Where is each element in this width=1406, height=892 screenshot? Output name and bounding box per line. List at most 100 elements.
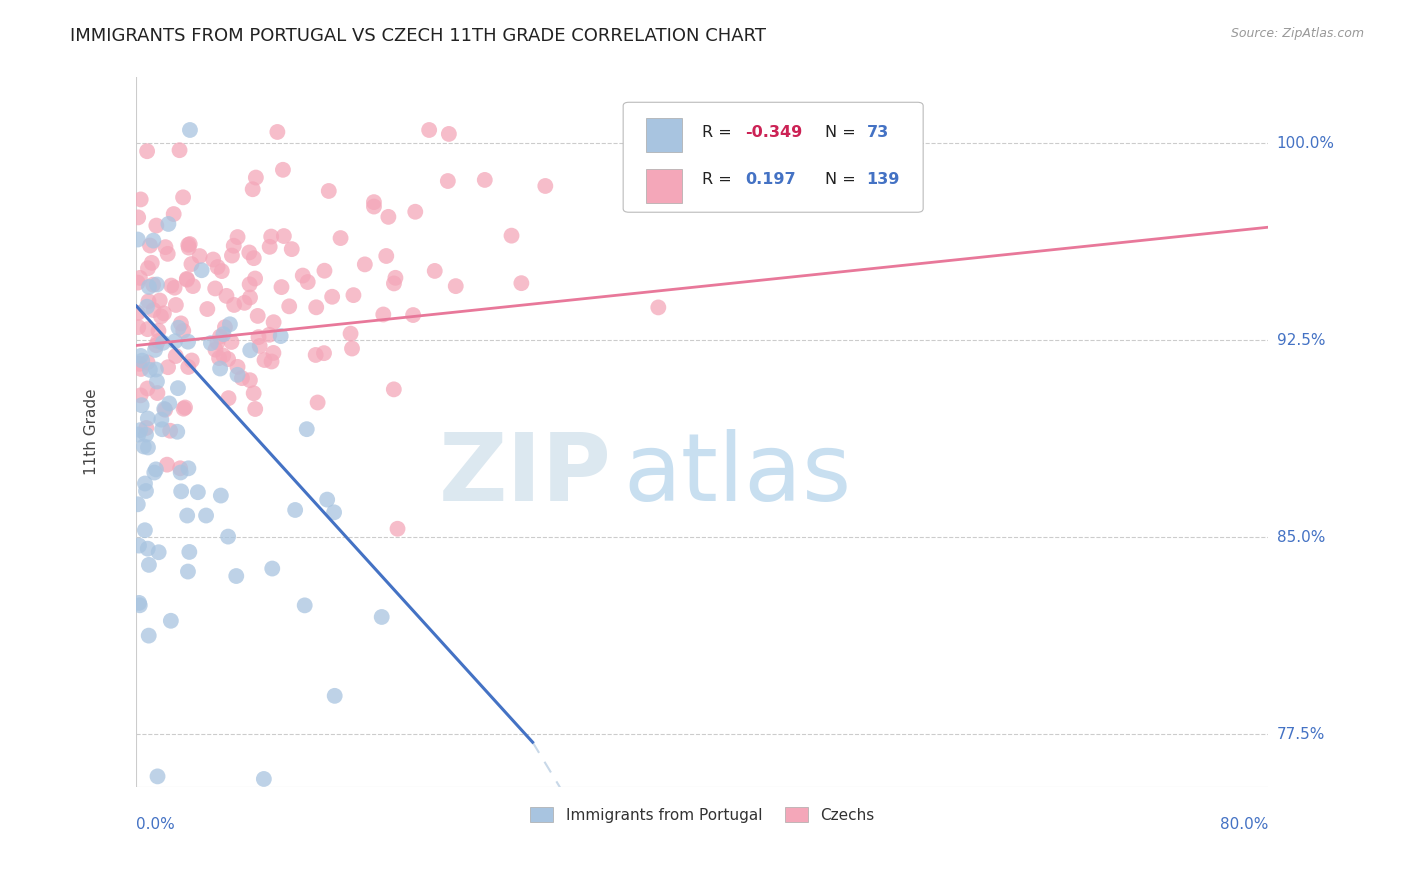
Point [226, 230, 249, 244]
Text: 77.5%: 77.5% [1277, 727, 1324, 742]
Point [226, 368, 249, 382]
Point [131, 353, 153, 368]
Point [179, 123, 201, 137]
Point [170, 317, 193, 331]
Point [177, 359, 200, 374]
Text: ZIP: ZIP [439, 429, 612, 521]
Text: 73: 73 [866, 125, 889, 140]
Point [134, 523, 156, 537]
Point [145, 462, 167, 476]
Point [152, 335, 174, 350]
Point [136, 541, 159, 556]
Point [239, 291, 262, 305]
Point [233, 295, 256, 310]
Point [148, 545, 170, 559]
Point [647, 301, 669, 315]
Point [136, 381, 159, 395]
Point [165, 298, 187, 312]
Point [160, 278, 183, 293]
Point [129, 362, 152, 376]
Point [211, 264, 233, 278]
Point [215, 289, 238, 303]
Point [217, 352, 239, 367]
Text: 0.0%: 0.0% [136, 817, 176, 832]
Point [221, 249, 243, 263]
Point [128, 357, 150, 371]
Point [217, 530, 239, 544]
Point [139, 238, 162, 252]
Point [145, 338, 167, 352]
Point [177, 565, 200, 579]
Point [176, 273, 198, 287]
Point [329, 231, 352, 245]
Text: 80.0%: 80.0% [1220, 817, 1268, 832]
Point [179, 545, 201, 559]
Text: R =: R = [703, 172, 737, 187]
Point [155, 240, 177, 254]
Point [239, 373, 262, 387]
Point [363, 195, 385, 210]
Point [284, 503, 307, 517]
Point [146, 334, 169, 348]
Point [208, 351, 231, 365]
Point [239, 277, 262, 292]
Point [148, 324, 170, 338]
Legend: Immigrants from Portugal, Czechs: Immigrants from Portugal, Czechs [524, 801, 880, 829]
Point [474, 173, 496, 187]
Point [382, 383, 405, 397]
Point [208, 329, 231, 343]
Point [204, 343, 226, 357]
Point [382, 277, 405, 291]
Point [145, 219, 167, 233]
Text: atlas: atlas [623, 429, 852, 521]
Point [291, 268, 314, 283]
Point [128, 596, 150, 610]
Point [136, 261, 159, 276]
Point [127, 427, 149, 442]
Point [370, 610, 392, 624]
Point [209, 489, 232, 503]
Point [278, 299, 301, 313]
Point [209, 361, 232, 376]
Point [200, 336, 222, 351]
Point [195, 301, 218, 316]
Point [188, 249, 211, 263]
Point [239, 343, 262, 358]
Point [510, 276, 533, 290]
Point [169, 461, 191, 475]
Point [273, 229, 295, 244]
Point [136, 411, 159, 425]
FancyBboxPatch shape [645, 169, 682, 203]
Point [375, 249, 398, 263]
Point [176, 508, 198, 523]
Point [271, 162, 294, 177]
Point [373, 308, 395, 322]
Point [169, 143, 191, 157]
Point [138, 294, 160, 309]
Point [305, 348, 328, 362]
Point [136, 145, 159, 159]
Point [212, 327, 235, 342]
Point [218, 391, 240, 405]
Point [404, 204, 426, 219]
Point [534, 178, 557, 193]
Point [177, 238, 200, 252]
Point [142, 303, 165, 318]
Point [305, 301, 328, 315]
Point [160, 614, 183, 628]
Point [221, 334, 243, 349]
Point [157, 360, 180, 375]
Text: 0.197: 0.197 [745, 172, 796, 187]
Point [127, 306, 149, 320]
Point [249, 339, 271, 353]
Point [159, 424, 181, 438]
Point [136, 441, 159, 455]
Text: 92.5%: 92.5% [1277, 333, 1326, 348]
Point [219, 318, 242, 332]
Text: IMMIGRANTS FROM PORTUGAL VS CZECH 11TH GRADE CORRELATION CHART: IMMIGRANTS FROM PORTUGAL VS CZECH 11TH G… [70, 27, 766, 45]
Point [173, 401, 195, 416]
Point [135, 483, 157, 498]
Point [149, 293, 172, 308]
Text: 11th Grade: 11th Grade [83, 389, 98, 475]
Point [167, 381, 190, 395]
